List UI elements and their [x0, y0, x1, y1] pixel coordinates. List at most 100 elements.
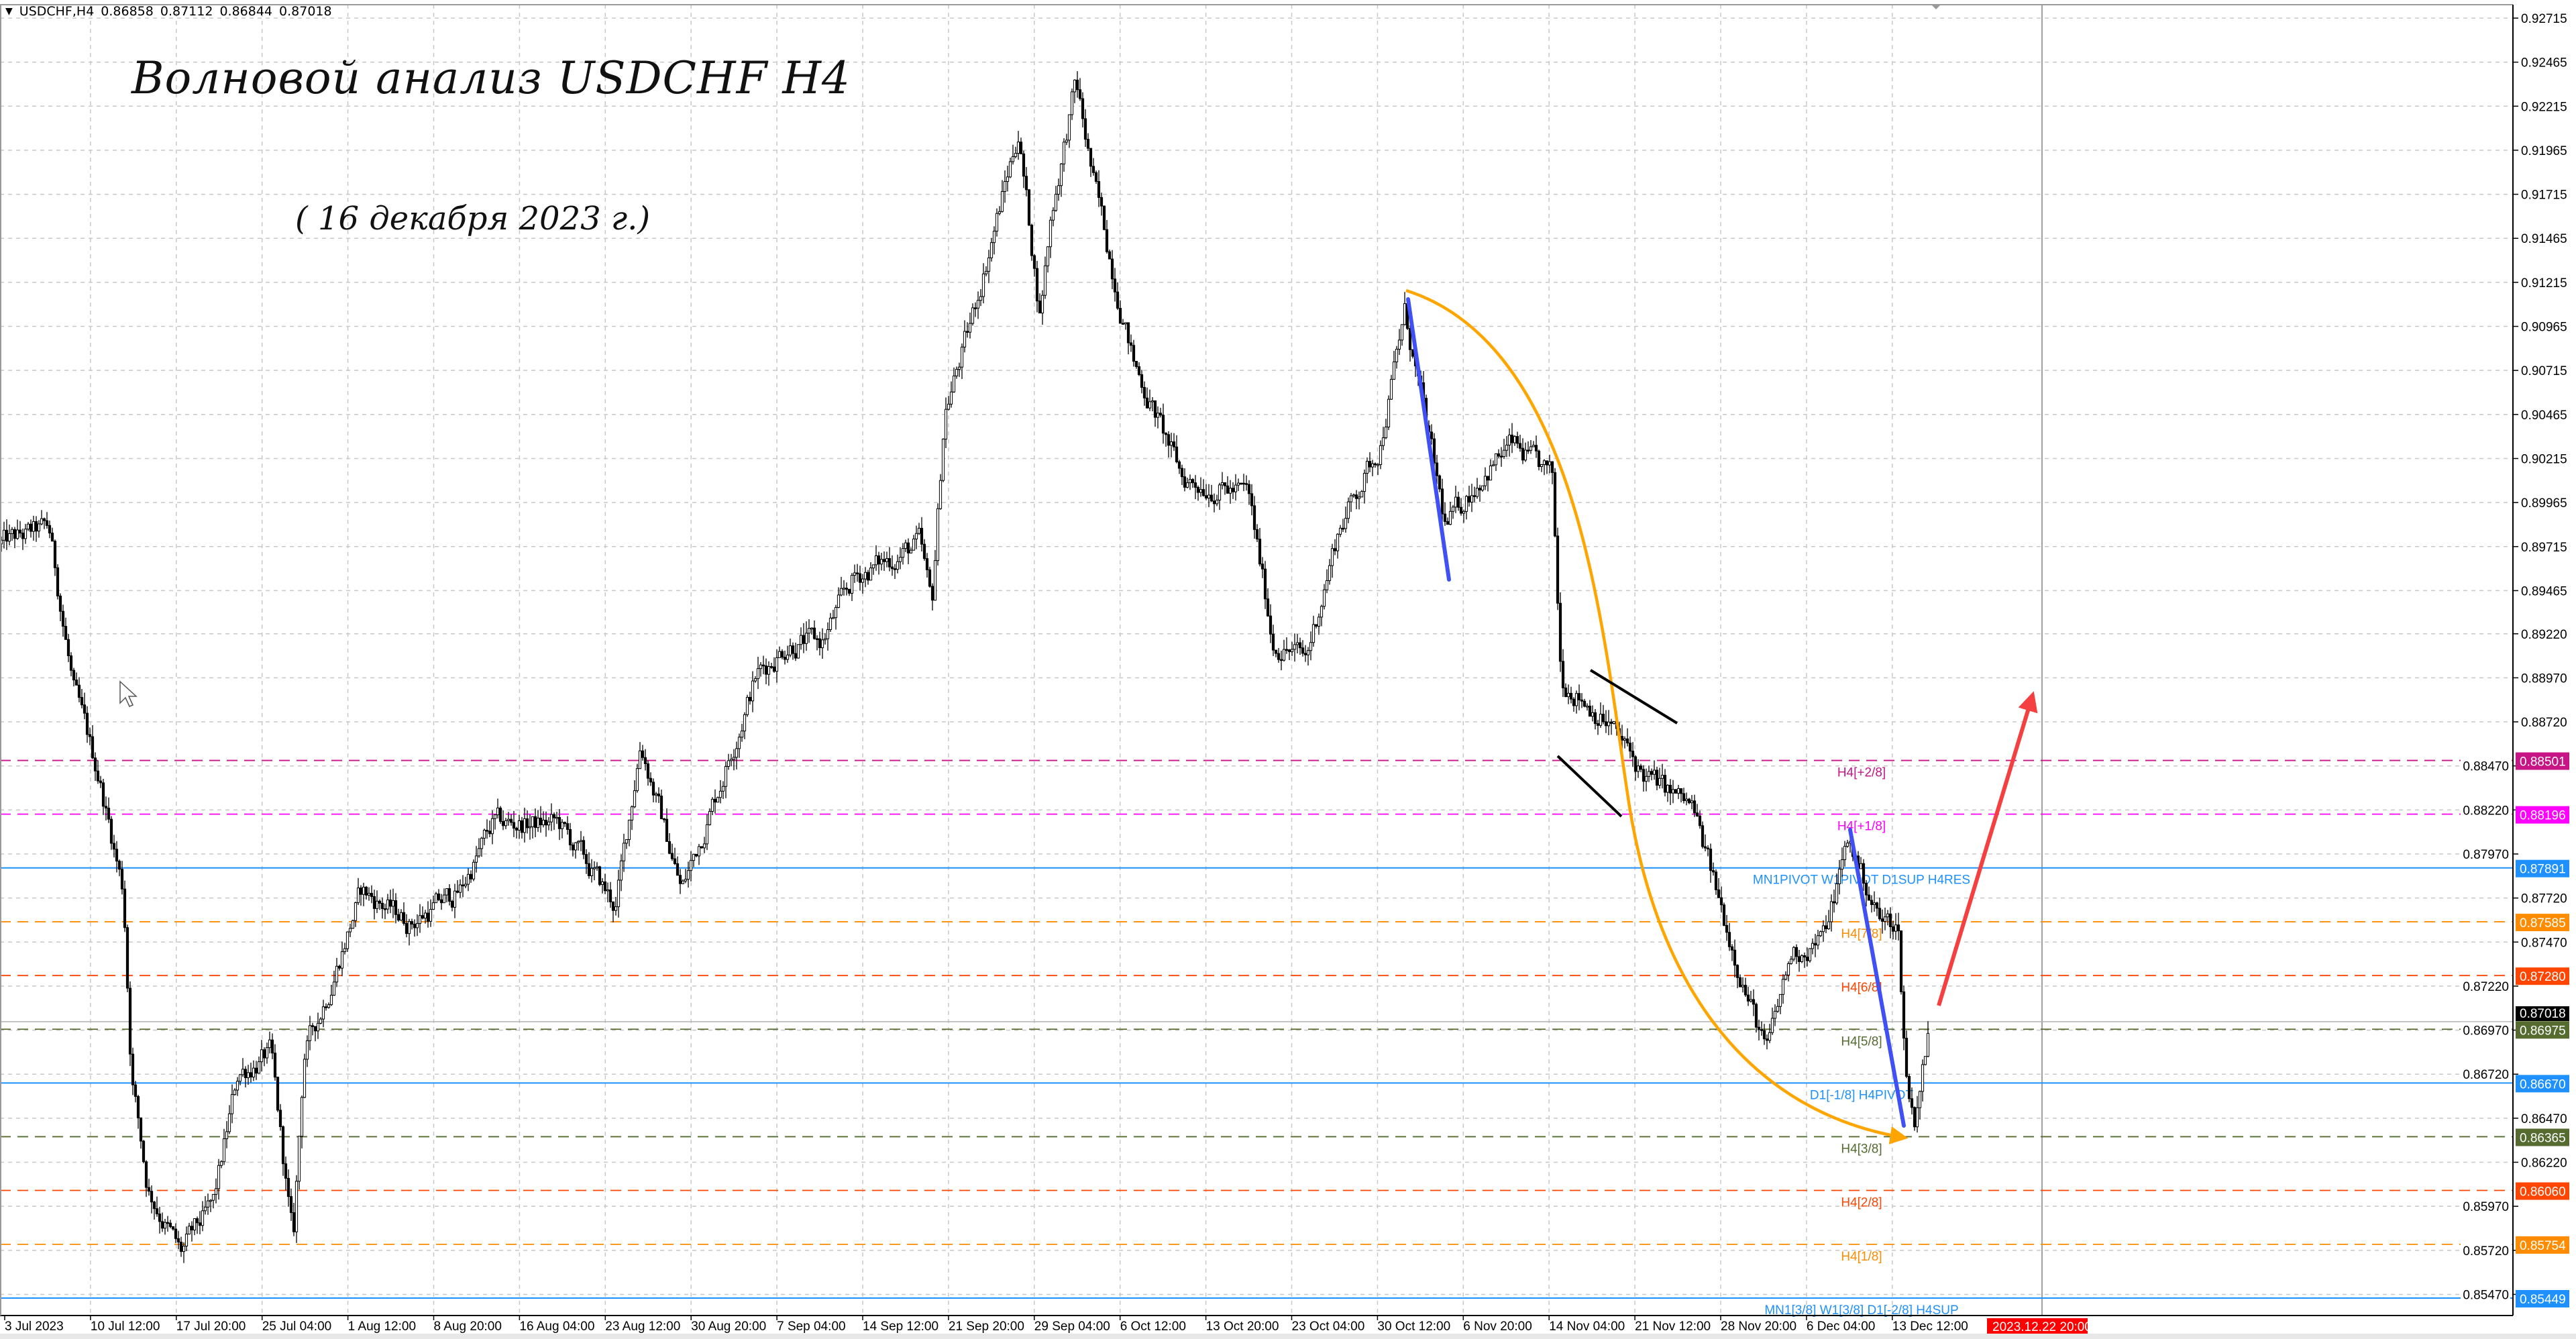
candle-body [705, 824, 709, 845]
candle-body [1773, 1010, 1777, 1019]
candle-body [123, 888, 127, 928]
candle-body [914, 533, 918, 539]
y-tick-label: 0.87720 [2521, 892, 2567, 906]
candle-body [1545, 460, 1549, 466]
candle-body [1483, 476, 1487, 486]
candle-body [799, 635, 803, 645]
candle-body [713, 798, 717, 803]
y-tick-label: 0.86720 [2463, 1068, 2509, 1082]
candle-body [815, 638, 819, 640]
candle-body [1373, 463, 1377, 466]
candle-body [1408, 328, 1412, 350]
y-tick-label: 0.92465 [2521, 56, 2567, 70]
candle-body [281, 1126, 285, 1165]
candle-body [1792, 947, 1796, 960]
candle-body [396, 914, 400, 921]
chart-header: ▼ USDCHF,H4 0.86858 0.87112 0.86844 0.87… [5, 4, 332, 19]
candle-body [93, 757, 97, 771]
candle-body [437, 893, 441, 900]
candle-body [1309, 642, 1313, 651]
candle-body [1523, 449, 1527, 461]
candle-body [85, 712, 89, 735]
candle-body [1083, 118, 1087, 140]
x-tick-label: 14 Nov 04:00 [1549, 1320, 1625, 1334]
current-price-box [2516, 1006, 2569, 1021]
candle-body [1566, 692, 1570, 698]
candle-body [539, 817, 543, 826]
candle-body [1754, 1004, 1758, 1028]
candle-body [1153, 400, 1157, 418]
candle-body [635, 768, 639, 792]
x-tick-label: 6 Nov 20:00 [1463, 1320, 1532, 1334]
candle-body [1768, 1032, 1772, 1041]
candle-body [1277, 653, 1281, 660]
candle-body [764, 665, 768, 675]
candle-body [423, 912, 427, 919]
candle-body [1210, 494, 1214, 502]
candle-body [359, 888, 363, 895]
candle-body [345, 931, 350, 949]
candle-body [646, 763, 650, 779]
price-tag-label: 0.86975 [2520, 1024, 2566, 1038]
candle-body [1099, 197, 1104, 207]
candle-body [1886, 913, 1890, 918]
candle-body [783, 657, 787, 660]
candle-body [794, 653, 798, 659]
candle-body [1113, 278, 1117, 292]
candle-body [48, 525, 52, 534]
candle-body [1698, 815, 1702, 826]
symbol-label: USDCHF,H4 [19, 4, 95, 19]
candle-body [1346, 501, 1350, 519]
candle-body [96, 770, 100, 782]
candle-body [1620, 736, 1624, 741]
candle-body [729, 759, 733, 761]
candle-body [968, 323, 972, 333]
candle-body [101, 782, 105, 807]
candle-body [249, 1072, 253, 1078]
crosshair-time-box [1987, 1318, 2088, 1336]
candle-body [447, 888, 451, 902]
candle-body [563, 822, 567, 824]
candle-body [649, 778, 653, 783]
candle-body [120, 869, 124, 890]
candle-body [807, 628, 811, 634]
candle-body [735, 748, 739, 758]
candle-body [515, 828, 519, 831]
candle-body [506, 818, 511, 821]
candle-body [109, 818, 113, 844]
candle-body [732, 757, 736, 760]
candle-body [837, 594, 841, 608]
candle-body [1242, 482, 1246, 485]
x-tick-label: 13 Oct 20:00 [1206, 1320, 1279, 1334]
candle-body [1081, 98, 1085, 119]
candle-body [391, 900, 395, 907]
level-label: D1[-1/8] H4PIVOT [1810, 1088, 1914, 1102]
candle-body [1687, 798, 1691, 804]
candle-body [898, 557, 902, 562]
level-label: H4[7/8] [1841, 927, 1882, 941]
candle-body [1089, 148, 1093, 167]
level-label: H4[6/8] [1841, 981, 1882, 995]
triangle-down-icon[interactable]: ▼ [5, 6, 13, 17]
mouse-cursor-icon [119, 680, 138, 707]
candle-body [1432, 438, 1436, 464]
candle-body [724, 765, 728, 787]
candle-body [18, 529, 22, 534]
candle-body [1086, 139, 1090, 149]
level-label: H4[+2/8] [1837, 766, 1886, 780]
candle-body [941, 439, 945, 481]
candle-body [254, 1067, 258, 1074]
candle-body [1588, 706, 1592, 717]
candle-body [1494, 453, 1498, 466]
candle-body [920, 527, 924, 545]
candle-body [402, 912, 406, 924]
candle-body [1188, 479, 1192, 484]
candle-body [1550, 461, 1554, 473]
candle-body [1411, 349, 1415, 357]
candle-body [1185, 482, 1189, 488]
candle-body [1580, 699, 1584, 702]
price-tag-box [2516, 914, 2569, 932]
candle-body [150, 1191, 154, 1203]
y-tick-label: 0.91465 [2521, 232, 2567, 246]
